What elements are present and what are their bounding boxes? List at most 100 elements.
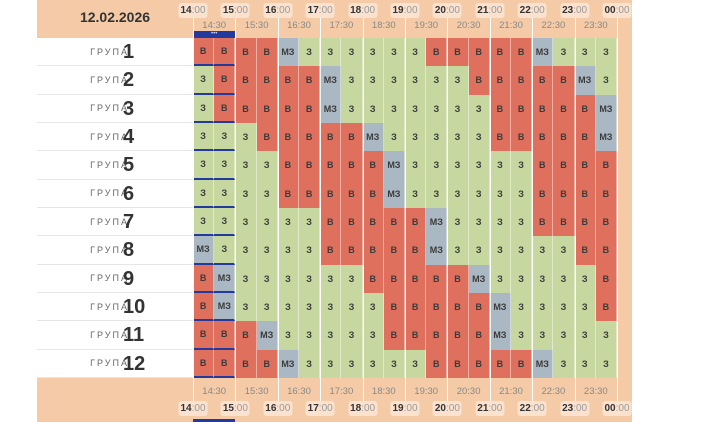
schedule-cell[interactable]: З (553, 38, 575, 67)
schedule-cell[interactable]: З (553, 264, 575, 293)
schedule-cell[interactable]: З (235, 179, 257, 208)
schedule-cell[interactable]: З (341, 66, 363, 95)
schedule-cell[interactable]: З (489, 236, 511, 265)
schedule-cell[interactable]: З (405, 66, 427, 95)
schedule-cell[interactable]: В (277, 66, 299, 95)
schedule-cell[interactable]: З (447, 94, 469, 123)
schedule-cell[interactable]: В (489, 122, 511, 152)
schedule-cell[interactable]: В (553, 151, 575, 180)
schedule-cell[interactable]: МЗ (426, 207, 448, 237)
schedule-cell[interactable]: В (256, 66, 278, 95)
schedule-cell[interactable]: З (320, 292, 342, 322)
schedule-cell[interactable]: З (405, 179, 427, 208)
schedule-cell[interactable]: МЗ (532, 38, 554, 67)
schedule-cell[interactable]: З (532, 321, 554, 350)
schedule-cell[interactable]: В (320, 122, 342, 152)
schedule-cell[interactable]: В (299, 94, 321, 123)
schedule-cell[interactable]: В (511, 94, 533, 123)
schedule-cell[interactable]: З (341, 321, 363, 350)
schedule-cell[interactable]: З (574, 321, 596, 350)
schedule-cell[interactable]: З (574, 349, 596, 378)
schedule-cell[interactable]: В (214, 321, 236, 350)
schedule-cell[interactable]: МЗ (193, 236, 215, 265)
schedule-cell[interactable]: МЗ (574, 66, 596, 95)
schedule-cell[interactable]: З (447, 151, 469, 180)
schedule-cell[interactable]: З (447, 66, 469, 95)
schedule-cell[interactable]: В (532, 122, 554, 152)
schedule-cell[interactable]: В (320, 151, 342, 180)
schedule-cell[interactable]: З (426, 94, 448, 123)
schedule-cell[interactable]: З (277, 292, 299, 322)
schedule-cell[interactable]: В (574, 179, 596, 208)
schedule-cell[interactable]: В (447, 264, 469, 293)
schedule-cell[interactable]: З (468, 207, 490, 237)
schedule-cell[interactable]: МЗ (468, 264, 490, 293)
schedule-cell[interactable]: З (193, 94, 215, 123)
schedule-cell[interactable]: З (532, 236, 554, 265)
schedule-cell[interactable]: МЗ (595, 94, 617, 123)
schedule-cell[interactable]: В (447, 321, 469, 350)
schedule-cell[interactable]: З (553, 349, 575, 378)
schedule-cell[interactable]: В (511, 349, 533, 378)
schedule-cell[interactable]: З (405, 151, 427, 180)
schedule-cell[interactable]: В (468, 349, 490, 378)
schedule-cell[interactable]: З (299, 207, 321, 237)
schedule-cell[interactable]: В (595, 179, 617, 208)
schedule-cell[interactable]: З (511, 321, 533, 350)
schedule-cell[interactable]: З (299, 264, 321, 293)
schedule-cell[interactable]: В (574, 122, 596, 152)
schedule-cell[interactable]: В (341, 179, 363, 208)
schedule-cell[interactable]: З (277, 321, 299, 350)
schedule-cell[interactable]: МЗ (489, 292, 511, 322)
schedule-cell[interactable]: В (193, 38, 215, 67)
schedule-cell[interactable]: В (511, 122, 533, 152)
schedule-cell[interactable]: З (426, 122, 448, 152)
schedule-cell[interactable]: З (489, 179, 511, 208)
schedule-cell[interactable]: З (405, 122, 427, 152)
schedule-cell[interactable]: В (299, 151, 321, 180)
schedule-cell[interactable]: В (426, 349, 448, 378)
schedule-cell[interactable]: В (426, 264, 448, 293)
schedule-cell[interactable]: МЗ (277, 349, 299, 378)
schedule-cell[interactable]: В (320, 179, 342, 208)
schedule-cell[interactable]: З (362, 66, 384, 95)
schedule-cell[interactable]: В (489, 38, 511, 67)
schedule-cell[interactable]: В (235, 38, 257, 67)
schedule-cell[interactable]: В (574, 94, 596, 123)
schedule-cell[interactable]: В (405, 236, 427, 265)
schedule-cell[interactable]: З (383, 349, 405, 378)
schedule-cell[interactable]: З (405, 349, 427, 378)
schedule-cell[interactable]: МЗ (320, 66, 342, 95)
schedule-cell[interactable]: В (553, 122, 575, 152)
schedule-cell[interactable]: З (383, 38, 405, 67)
schedule-cell[interactable]: МЗ (489, 321, 511, 350)
schedule-cell[interactable]: В (553, 207, 575, 237)
schedule-cell[interactable]: З (299, 236, 321, 265)
schedule-cell[interactable]: В (341, 207, 363, 237)
schedule-cell[interactable]: З (383, 122, 405, 152)
schedule-cell[interactable]: З (595, 66, 617, 95)
schedule-cell[interactable]: З (532, 292, 554, 322)
schedule-cell[interactable]: З (214, 179, 236, 208)
schedule-cell[interactable]: МЗ (595, 122, 617, 152)
schedule-cell[interactable]: МЗ (383, 151, 405, 180)
schedule-cell[interactable]: З (511, 207, 533, 237)
schedule-cell[interactable]: З (468, 179, 490, 208)
schedule-cell[interactable]: З (320, 264, 342, 293)
schedule-cell[interactable]: З (468, 122, 490, 152)
schedule-cell[interactable]: З (341, 264, 363, 293)
schedule-cell[interactable]: В (405, 264, 427, 293)
schedule-cell[interactable]: В (574, 236, 596, 265)
schedule-cell[interactable]: В (277, 94, 299, 123)
schedule-cell[interactable]: З (193, 207, 215, 237)
schedule-cell[interactable]: З (341, 94, 363, 123)
schedule-cell[interactable]: З (299, 292, 321, 322)
schedule-cell[interactable]: З (468, 94, 490, 123)
schedule-cell[interactable]: З (256, 207, 278, 237)
schedule-cell[interactable]: В (341, 151, 363, 180)
schedule-cell[interactable]: З (489, 151, 511, 180)
schedule-cell[interactable]: В (426, 321, 448, 350)
schedule-cell[interactable]: В (489, 349, 511, 378)
schedule-cell[interactable]: В (235, 66, 257, 95)
schedule-cell[interactable]: З (256, 179, 278, 208)
